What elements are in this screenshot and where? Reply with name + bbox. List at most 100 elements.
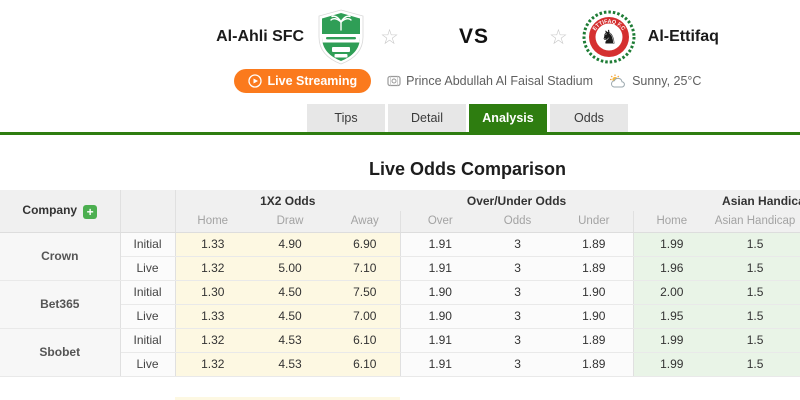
odds-value-cell: 1.91 [400,328,481,353]
odds-row-crown-initial: Crown Initial 1.33 4.90 6.90 1.91 3 1.89 1.99 1.5 [0,232,800,281]
odds-row-crown-live: Live 1.32 5.00 7.10 1.91 3 1.89 1.96 1.5 [0,256,800,281]
tab-odds[interactable]: Odds [550,104,628,132]
odds-value-cell: 7.10 [330,256,401,281]
odds-value-cell: 4.53 [250,352,330,377]
odds-value-cell: 1.90 [555,280,634,305]
subcol-asian-handicap: Asian Handicap [710,211,800,233]
section-title: Live Odds Comparison [368,159,567,179]
stadium-name: Prince Abdullah Al Faisal Stadium [406,74,594,88]
table-group-header-row: Company + 1X2 Odds Over/Under Odds Asian Ha… [0,190,800,233]
row-type-column-header [120,190,176,233]
group-header-ah: Asian Handicap Odds [633,190,800,211]
odds-value-cell: 1.99 [633,352,711,377]
odds-type-label: Live [120,304,176,329]
odds-value-cell: 1.32 [175,256,250,281]
odds-value-cell: 1.5 [710,256,800,281]
odds-value-cell: 3 [480,352,556,377]
odds-table: Company + 1X2 Odds Over/Under Odds Asian Ha… [0,190,800,377]
tab-tips[interactable]: Tips [307,104,385,132]
tab-detail[interactable]: Detail [388,104,466,132]
odds-value-cell: 1.91 [400,232,481,257]
odds-type-label: Live [120,256,176,281]
match-meta-row: Live Streaming Prince Abdullah Al Faisal… [0,66,800,96]
odds-value-cell: 1.99 [633,328,711,353]
page-content: Al-Ahli SFC [0,0,800,377]
odds-value-cell: 4.50 [250,304,330,329]
odds-value-cell: 7.50 [330,280,401,305]
odds-value-cell: 1.89 [555,328,634,353]
table-subheader-row: Home Draw Away Over Odds Under Home Asian Handi… [0,211,800,233]
odds-value-cell: 1.90 [400,280,481,305]
odds-value-cell: 3 [480,304,556,329]
weather-text: Sunny, 25°C [632,74,702,88]
company-column-header: Company + [0,190,121,233]
odds-value-cell: 6.10 [330,352,401,377]
add-company-button[interactable]: + [83,204,98,219]
odds-value-cell: 1.33 [175,304,250,329]
subcol-draw: Draw [250,211,330,233]
away-team-name: Al-Ettifaq [647,28,719,45]
odds-value-cell: 1.33 [175,232,250,257]
odds-value-cell: 1.95 [633,304,711,329]
odds-value-cell: 3 [480,280,556,305]
odds-value-cell: 1.91 [400,352,481,377]
company-name: Sbobet [0,328,121,377]
company-name: Crown [0,232,121,281]
odds-value-cell: 1.89 [555,352,634,377]
next-table-partial-row [175,397,400,400]
live-streaming-button[interactable]: Live Streaming [233,69,372,93]
odds-value-cell: 1.5 [710,304,800,329]
odds-row-sbobet-initial: Sbobet Initial 1.32 4.53 6.10 1.91 3 1.89 1.99 1.… [0,328,800,377]
company-name: Bet365 [0,280,121,329]
odds-value-cell: 1.30 [175,280,250,305]
company-header-label: Company [22,202,78,217]
odds-value-cell: 1.89 [555,232,634,257]
subcol-home: Home [175,211,250,233]
odds-value-cell: 6.10 [330,328,401,353]
match-header: Al-Ahli SFC [0,0,800,65]
odds-row-bet365-live: Live 1.33 4.50 7.00 1.90 3 1.90 1.95 1.5 [0,304,800,329]
odds-value-cell: 4.90 [250,232,330,257]
odds-value-cell: 1.96 [633,256,711,281]
home-team-logo [316,9,366,65]
odds-type-label: Initial [120,280,176,305]
subcol-odds: Odds [480,211,556,233]
odds-value-cell: 6.90 [330,232,401,257]
tab-analysis[interactable]: Analysis [469,104,547,132]
away-team-logo: ETTIFAQ F.C ♞ [582,10,636,64]
odds-value-cell: 1.5 [710,280,800,305]
group-header-x12: 1X2 Odds [175,190,401,211]
odds-value-cell: 3 [480,256,556,281]
vs-label: VS [458,25,489,48]
subcol-over: Over [400,211,481,233]
weather-sunny-icon [610,74,625,88]
svg-text:♞: ♞ [600,27,617,49]
away-favorite-star-icon[interactable]: ☆ [548,25,568,49]
home-favorite-star-icon[interactable]: ☆ [380,25,399,49]
odds-value-cell: 1.90 [555,304,634,329]
odds-value-cell: 1.5 [710,352,800,377]
stadium-info: Prince Abdullah Al Faisal Stadium [387,74,593,88]
odds-value-cell: 1.99 [633,232,711,257]
odds-value-cell: 1.32 [175,352,250,377]
subcol-away: Away [330,211,401,233]
odds-type-label: Initial [120,232,176,257]
odds-value-cell: 4.50 [250,280,330,305]
odds-value-cell: 7.00 [330,304,401,329]
odds-value-cell: 1.91 [400,256,481,281]
tab-bar: Tips Detail Analysis Odds [0,104,800,135]
subcol-under: Under [555,211,634,233]
odds-value-cell: 1.5 [710,328,800,353]
weather-info: Sunny, 25°C [609,74,701,88]
odds-value-cell: 1.5 [710,232,800,257]
live-streaming-label: Live Streaming [267,74,358,88]
subcol-home: Home [633,211,711,233]
odds-value-cell: 5.00 [250,256,330,281]
tabbar-underline [0,132,800,135]
odds-value-cell: 3 [480,232,556,257]
odds-type-label: Initial [120,328,176,353]
odds-type-label: Live [120,352,176,377]
group-header-ou: Over/Under Odds [400,190,634,211]
play-icon [247,74,262,88]
